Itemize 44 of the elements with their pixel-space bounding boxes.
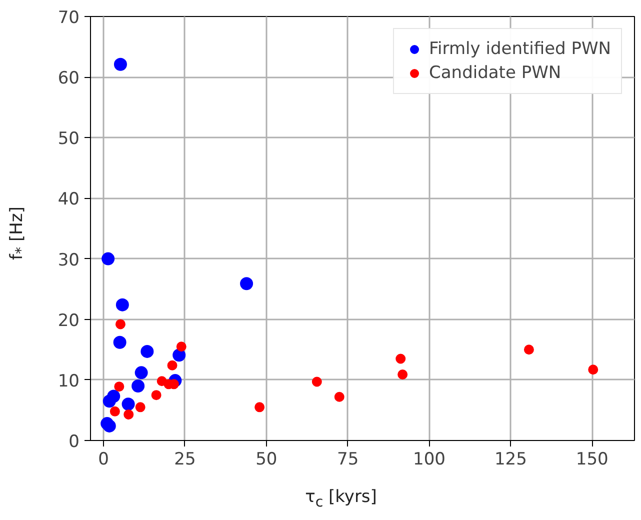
- point: [240, 277, 254, 290]
- y-tick-label: 70: [58, 8, 80, 28]
- point: [172, 348, 186, 362]
- point: [114, 382, 124, 392]
- y-tick-label: 60: [58, 68, 80, 89]
- y-tick-label: 0: [68, 432, 80, 452]
- point: [140, 344, 154, 358]
- y-tick-label: 10: [58, 371, 80, 392]
- point: [524, 344, 534, 355]
- point: [102, 252, 115, 266]
- y-tick-label: 50: [58, 129, 80, 150]
- point: [135, 402, 146, 412]
- legend-label: Firmly identified PWN: [429, 39, 611, 59]
- point: [254, 402, 265, 412]
- point: [115, 319, 126, 330]
- point: [110, 406, 120, 416]
- x-tick-label: 125: [494, 450, 527, 470]
- x-tick-label: 50: [256, 450, 278, 470]
- point: [102, 394, 116, 408]
- point: [396, 354, 406, 364]
- point: [132, 380, 145, 392]
- point: [113, 336, 126, 349]
- point: [151, 390, 162, 400]
- point: [116, 298, 129, 312]
- x-tick-label: 150: [576, 450, 608, 470]
- point: [134, 366, 148, 380]
- x-tick-label: 75: [337, 450, 359, 470]
- point: [114, 58, 127, 71]
- point: [167, 360, 178, 370]
- point: [334, 392, 344, 402]
- legend-label: Candidate PWN: [429, 63, 562, 83]
- x-axis-title: τ$_{c}$ [kyrs]: [304, 486, 378, 512]
- point: [122, 398, 135, 411]
- point: [398, 369, 408, 380]
- y-tick-label: 40: [58, 190, 80, 210]
- point: [124, 409, 134, 420]
- point: [588, 364, 598, 375]
- y-tick-label: 30: [58, 250, 80, 270]
- x-tick-label: 0: [98, 450, 109, 470]
- x-tick-label: 25: [174, 450, 196, 470]
- point: [312, 376, 322, 387]
- x-tick-label: 100: [413, 450, 446, 470]
- y-tick-label: 20: [58, 310, 80, 331]
- point: [176, 342, 186, 352]
